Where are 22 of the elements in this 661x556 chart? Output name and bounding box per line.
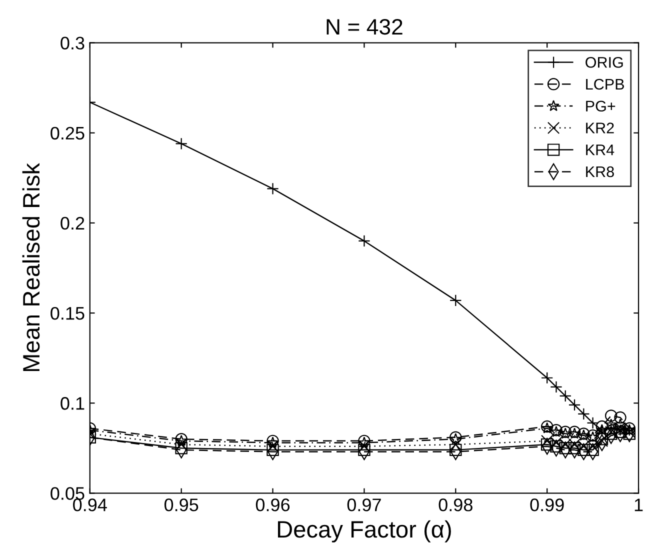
legend-label: PG+: [586, 100, 616, 112]
x-tick-label: 0.98: [438, 498, 472, 512]
x-axis-title: Decay Factor (α): [278, 520, 451, 542]
y-tick-label: 0.25: [50, 126, 84, 140]
chart-title: N = 432: [326, 18, 402, 35]
y-tick-label: 0.2: [60, 216, 84, 230]
x-tick-label: 0.99: [530, 498, 564, 512]
x-tick-label: 0.97: [347, 498, 381, 512]
x-tick-label: 0.94: [73, 498, 107, 512]
legend-label: KR4: [586, 144, 614, 156]
y-tick-label: 0.15: [50, 306, 84, 320]
x-tick-label: 0.96: [256, 498, 290, 512]
y-tick-label: 0.05: [50, 487, 84, 500]
y-tick-label: 0.1: [60, 397, 84, 410]
legend-label: ORIG: [586, 56, 623, 68]
x-tick-label: 1: [634, 498, 643, 512]
legend-label: KR2: [586, 122, 614, 134]
y-axis-title: Mean Realised Risk: [22, 162, 40, 372]
legend-label: KR8: [586, 166, 614, 178]
x-tick-label: 0.95: [164, 498, 198, 512]
legend-label: LCPB: [586, 78, 624, 90]
y-tick-label: 0.3: [60, 36, 84, 50]
